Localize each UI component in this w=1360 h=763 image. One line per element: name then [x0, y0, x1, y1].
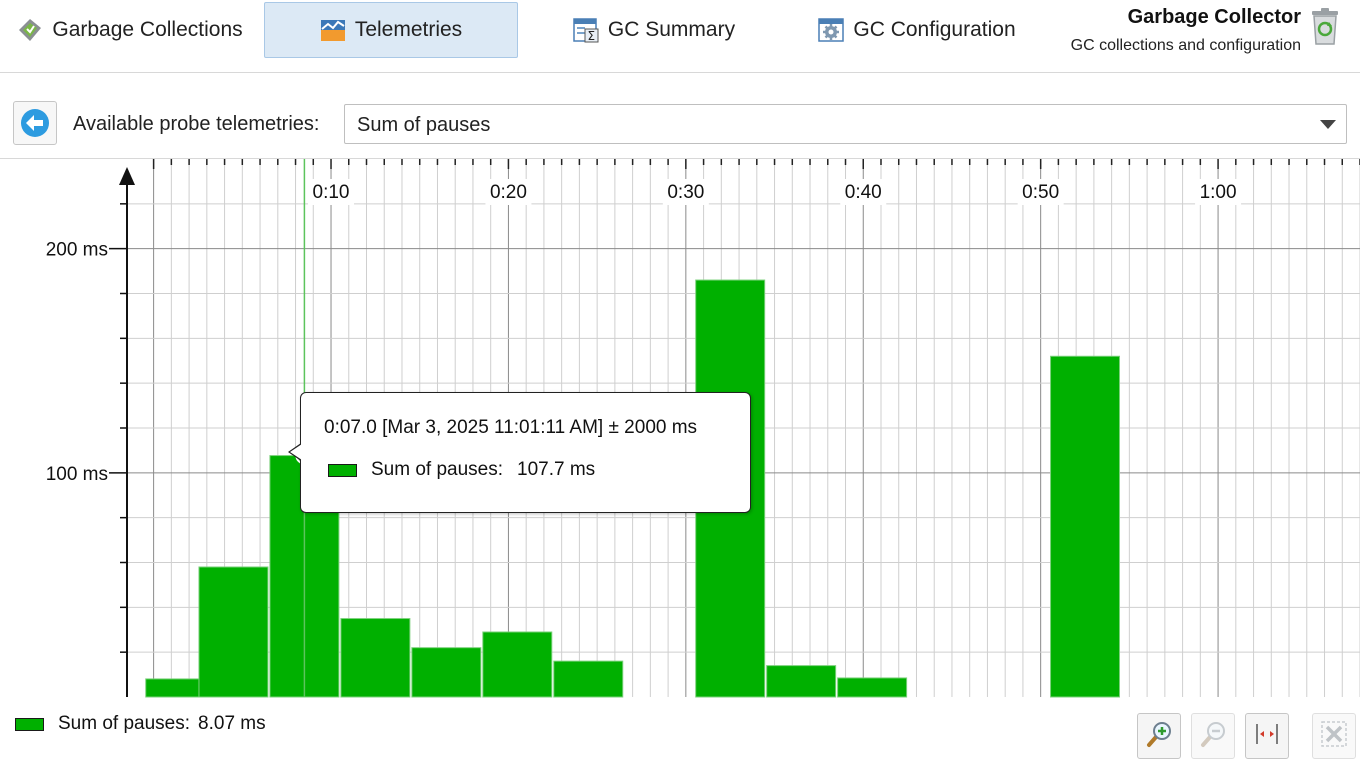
chart-tooltip: 0:07.0 [Mar 3, 2025 11:01:11 AM] ± 2000 …: [288, 392, 751, 513]
probe-telemetry-select[interactable]: Sum of pauses: [344, 104, 1347, 144]
x-tick-label: 0:40: [845, 182, 882, 203]
view-title: Garbage Collector: [1127, 6, 1301, 28]
y-axis-arrow-icon: [119, 167, 135, 185]
tab-gc-summary[interactable]: Σ GC Summary: [566, 2, 742, 58]
chart-bar: [482, 631, 553, 698]
chart-bar: [766, 665, 837, 698]
zoom-in-button[interactable]: [1137, 713, 1181, 759]
fit-width-button[interactable]: [1245, 713, 1289, 759]
probe-selector-row: Available probe telemetries: Sum of paus…: [0, 100, 1360, 150]
chevron-down-icon: [1320, 120, 1336, 129]
tab-garbage-collections[interactable]: Garbage Collections: [14, 2, 246, 58]
probe-telemetries-label: Available probe telemetries:: [73, 113, 320, 135]
tooltip-value: 107.7 ms: [517, 459, 596, 480]
legend-color-swatch: [15, 717, 44, 731]
y-tick-label: 200 ms: [46, 240, 108, 261]
svg-text:Σ: Σ: [587, 29, 595, 43]
tab-label: GC Configuration: [853, 18, 1016, 41]
gc-configuration-icon: [818, 17, 845, 43]
zoom-out-icon: [1198, 719, 1228, 754]
tab-gc-configuration[interactable]: GC Configuration: [810, 2, 1024, 58]
legend-series-label: Sum of pauses:: [58, 713, 191, 734]
tab-label: Garbage Collections: [52, 18, 243, 41]
back-button[interactable]: [13, 101, 57, 145]
zoom-out-button[interactable]: [1191, 713, 1235, 759]
x-tick-label-bg: [485, 179, 532, 205]
chart-bar: [340, 618, 411, 698]
y-tick-label: 100 ms: [46, 464, 108, 485]
telemetries-icon: [320, 17, 346, 43]
chart-bar: [1050, 355, 1120, 698]
chart-legend: Sum of pauses: 8.07 ms: [15, 713, 266, 735]
telemetry-chart[interactable]: 100 ms 200 ms 0:10 0:20 0:30 0:40 0:50 1:00: [0, 159, 1360, 707]
probe-telemetry-selected: Sum of pauses: [357, 114, 491, 136]
view-subtitle: GC collections and configuration: [1070, 37, 1301, 54]
recycle-bin-icon: [1310, 8, 1340, 46]
chart-bar: [837, 677, 908, 698]
tooltip-series-row: Sum of pauses: 107.7 ms: [328, 459, 595, 481]
x-tick-label: 0:30: [667, 182, 704, 203]
chart-bar: [411, 647, 482, 698]
x-tick-label-bg: [1017, 179, 1064, 205]
tab-telemetries[interactable]: Telemetries: [264, 2, 518, 58]
x-tick-label: 0:20: [490, 182, 527, 203]
gc-summary-icon: Σ: [573, 17, 599, 43]
x-tick-label-bg: [662, 179, 709, 205]
garbage-collections-icon: [17, 17, 43, 43]
divider: [0, 158, 1360, 159]
back-arrow-icon: [21, 109, 49, 137]
chart-bar: [553, 660, 624, 698]
tooltip-series-label: Sum of pauses:: [371, 459, 504, 480]
x-tick-label: 1:00: [1200, 182, 1237, 203]
zoom-in-icon: [1144, 719, 1174, 754]
view-toolbar: Garbage Collections Telemetries Σ GC Sum…: [0, 0, 1360, 73]
chart-bar: [198, 566, 269, 698]
x-tick-label-bg: [308, 179, 355, 205]
x-tick-label: 0:10: [313, 182, 350, 203]
series-color-swatch: [328, 463, 357, 477]
legend-value: 8.07 ms: [198, 713, 266, 734]
reset-zoom-button[interactable]: [1312, 713, 1356, 759]
tooltip-time: 0:07.0 [Mar 3, 2025 11:01:11 AM] ± 2000 …: [324, 417, 698, 438]
x-tick-label: 0:50: [1022, 182, 1059, 203]
tab-label: GC Summary: [607, 18, 736, 41]
reset-zoom-icon: [1319, 719, 1349, 754]
tab-label: Telemetries: [354, 18, 463, 41]
x-tick-label-bg: [1195, 179, 1242, 205]
fit-width-icon: [1252, 719, 1282, 754]
x-tick-label-bg: [840, 179, 887, 205]
